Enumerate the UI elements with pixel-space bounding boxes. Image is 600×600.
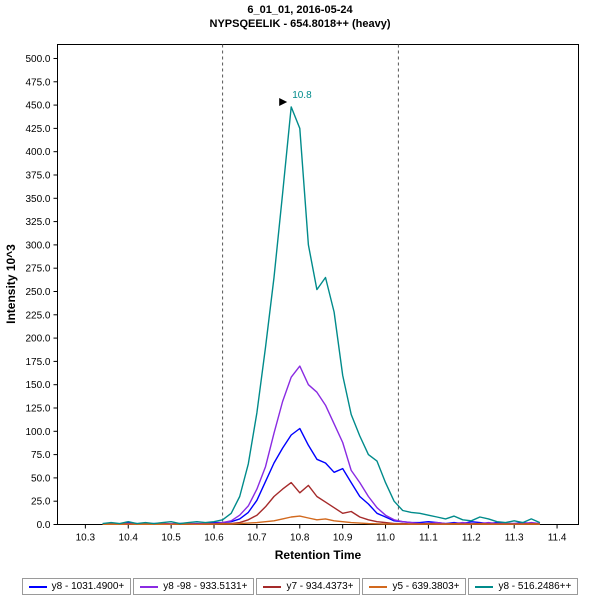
x-tick-label: 11.0 (376, 533, 395, 544)
chromatogram-trace (102, 106, 541, 525)
legend-line-swatch (369, 585, 388, 588)
y-tick-label: 150.0 (25, 380, 50, 391)
legend-label: y7 - 934.4373+ (286, 581, 354, 592)
legend-line-swatch (475, 585, 494, 588)
y-tick-label: 450.0 (25, 101, 50, 112)
legend-item: y5 - 639.3803+ (362, 578, 467, 595)
legend-label: y8 -98 - 933.5131+ (163, 581, 248, 592)
x-tick-label: 11.4 (548, 533, 567, 544)
y-tick-label: 200.0 (25, 334, 50, 345)
y-tick-label: 50.0 (31, 473, 51, 484)
y-tick-label: 500.0 (25, 54, 50, 65)
chromatogram-trace (102, 365, 540, 525)
y-tick-label: 425.0 (25, 124, 50, 135)
legend-line-swatch (28, 585, 47, 588)
x-tick-label: 11.1 (419, 533, 438, 544)
y-tick-label: 400.0 (25, 147, 50, 158)
x-tick-label: 10.3 (76, 533, 96, 544)
x-tick-label: 10.8 (290, 533, 310, 544)
legend-line-swatch (263, 585, 282, 588)
legend: y8 - 1031.4900+ y8 -98 - 933.5131+ y7 - 93… (0, 578, 600, 595)
y-axis-label: Intensity 10^3 (4, 244, 18, 324)
y-tick-label: 275.0 (25, 264, 50, 275)
y-tick-label: 375.0 (25, 170, 50, 181)
chart-title: 6_01_01, 2016-05-24 (247, 4, 353, 16)
x-tick-label: 10.6 (204, 533, 224, 544)
y-tick-label: 250.0 (25, 287, 50, 298)
chart-title-block: 6_01_01, 2016-05-24 NYPSQEELIK - 654.801… (0, 4, 600, 32)
x-tick-label: 11.2 (462, 533, 481, 544)
plot-border (57, 44, 579, 525)
x-tick-label: 11.3 (505, 533, 524, 544)
peak-apex-arrow-icon (279, 97, 288, 106)
legend-label: y8 - 1031.4900+ (51, 581, 125, 592)
chromatogram-trace (102, 427, 540, 525)
legend-item: y7 - 934.4373+ (256, 578, 361, 595)
x-tick-label: 10.7 (247, 533, 267, 544)
y-tick-label: 325.0 (25, 217, 50, 228)
y-tick-label: 175.0 (25, 357, 50, 368)
legend-item: y8 - 516.2486++ (468, 578, 579, 595)
legend-item: y8 - 1031.4900+ (21, 578, 132, 595)
x-tick-label: 10.9 (333, 533, 353, 544)
plot-layer: 0.0 25.0 50.0 75.0 100.0 125.0 150.0 175.0 200.0… (25, 44, 579, 544)
y-tick-label: 475.0 (25, 77, 50, 88)
chromatogram-trace (102, 515, 540, 525)
y-tick-label: 100.0 (25, 427, 50, 438)
chromatogram-trace (102, 481, 540, 525)
y-tick-label: 225.0 (25, 310, 50, 321)
y-tick-label: 75.0 (31, 450, 51, 461)
x-axis-label: Retention Time (275, 548, 362, 562)
x-tick-label: 10.5 (161, 533, 181, 544)
legend-label: y8 - 516.2486++ (498, 581, 572, 592)
legend-line-swatch (140, 585, 159, 588)
y-tick-label: 300.0 (25, 240, 50, 251)
chart-subtitle: NYPSQEELIK - 654.8018++ (heavy) (209, 17, 391, 30)
x-tick-label: 10.4 (119, 533, 139, 544)
legend-item: y8 -98 - 933.5131+ (133, 578, 255, 595)
y-tick-label: 25.0 (31, 497, 51, 508)
y-tick-label: 0.0 (37, 520, 51, 531)
legend-label: y5 - 639.3803+ (392, 581, 460, 592)
y-tick-label: 350.0 (25, 194, 50, 205)
peak-apex-label: 10.8 (292, 90, 312, 101)
y-tick-label: 125.0 (25, 403, 50, 414)
